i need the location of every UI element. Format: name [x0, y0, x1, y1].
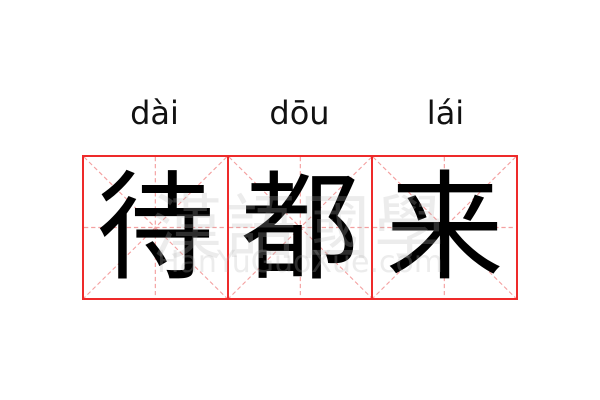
guide-lines	[84, 157, 227, 298]
guide-lines	[228, 157, 372, 298]
character-grid: 待 都 来	[82, 155, 518, 300]
character-cell-1: 待	[84, 157, 227, 298]
hanzi-3: 来	[385, 158, 504, 297]
pinyin-3: lái	[426, 94, 465, 132]
pinyin-2: dōu	[269, 94, 330, 132]
guide-lines	[373, 157, 517, 298]
character-cell-3: 来	[371, 157, 517, 298]
hanzi-2: 都	[241, 158, 360, 297]
character-cell-2: 都	[226, 157, 372, 298]
pinyin-1: dài	[130, 94, 179, 132]
hanzi-1: 待	[96, 158, 215, 297]
